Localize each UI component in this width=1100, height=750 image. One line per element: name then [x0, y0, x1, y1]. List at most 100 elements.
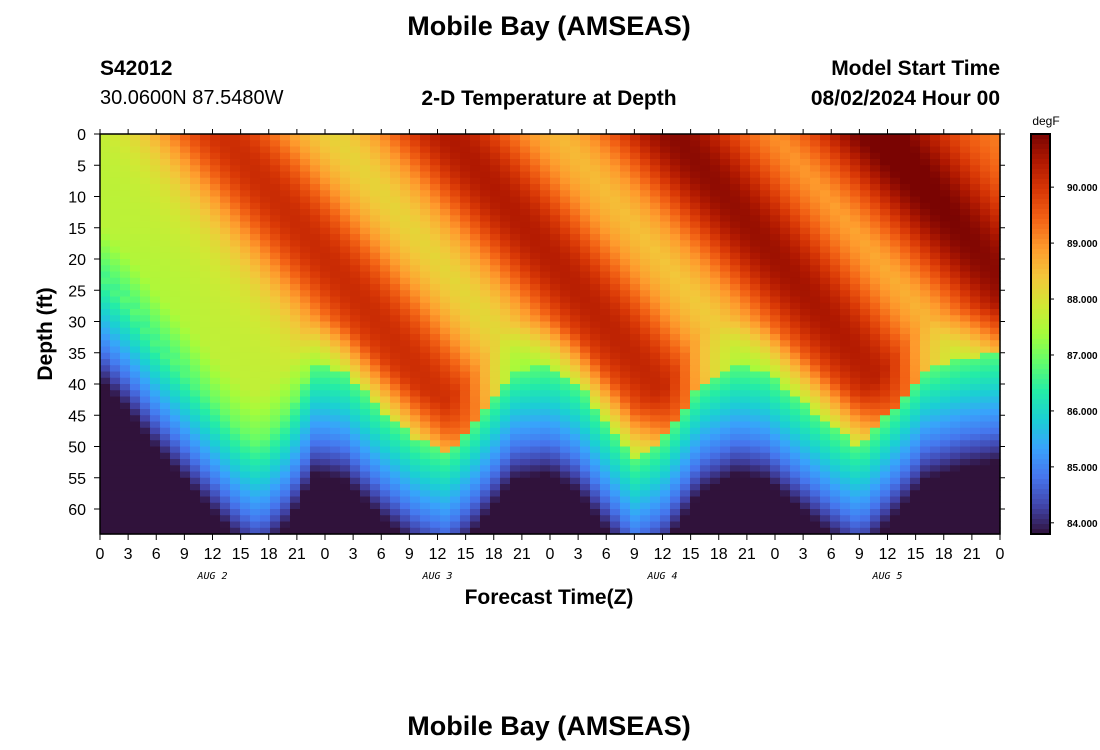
heatmap-cell	[720, 459, 731, 466]
heatmap-cell	[440, 296, 451, 304]
heatmap-cell	[150, 384, 161, 391]
heatmap-cell	[580, 315, 591, 323]
heatmap-cell	[810, 396, 821, 404]
heatmap-cell	[110, 184, 121, 191]
heatmap-cell	[270, 271, 281, 279]
heatmap-cell	[240, 346, 251, 354]
heatmap-cell	[730, 421, 741, 429]
heatmap-cell	[750, 434, 761, 441]
heatmap-cell	[600, 446, 611, 454]
heatmap-cell	[800, 296, 811, 304]
heatmap-cell	[350, 240, 361, 248]
heatmap-cell	[730, 384, 741, 391]
heatmap-cell	[100, 427, 111, 435]
heatmap-cell	[570, 309, 581, 316]
heatmap-cell	[340, 446, 351, 454]
heatmap-cell	[780, 359, 791, 366]
heatmap-cell	[460, 152, 471, 160]
heatmap-cell	[370, 446, 381, 454]
heatmap-cell	[330, 434, 341, 441]
heatmap-cell	[410, 190, 421, 198]
heatmap-cell	[110, 340, 121, 348]
heatmap-cell	[500, 471, 511, 479]
heatmap-cell	[340, 302, 351, 310]
heatmap-cell	[840, 396, 851, 404]
heatmap-cell	[170, 234, 181, 241]
heatmap-cell	[640, 177, 651, 185]
heatmap-cell	[350, 459, 361, 466]
heatmap-cell	[190, 246, 201, 254]
heatmap-cell	[480, 184, 491, 191]
heatmap-cell	[250, 315, 261, 323]
heatmap-cell	[980, 359, 991, 366]
heatmap-cell	[910, 140, 921, 148]
heatmap-cell	[270, 327, 281, 335]
heatmap-cell	[340, 346, 351, 354]
heatmap-cell	[380, 477, 391, 485]
heatmap-cell	[290, 427, 301, 435]
heatmap-cell	[810, 409, 821, 416]
heatmap-cell	[890, 146, 901, 154]
heatmap-cell	[890, 471, 901, 479]
heatmap-cell	[200, 340, 211, 348]
heatmap-cell	[590, 459, 601, 466]
heatmap-cell	[960, 159, 971, 166]
heatmap-cell	[140, 340, 151, 348]
heatmap-cell	[580, 177, 591, 185]
heatmap-cell	[840, 352, 851, 360]
heatmap-cell	[160, 227, 171, 235]
heatmap-cell	[590, 271, 601, 279]
heatmap-cell	[170, 296, 181, 304]
heatmap-cell	[810, 227, 821, 235]
heatmap-cell	[310, 340, 321, 348]
heatmap-cell	[940, 271, 951, 279]
heatmap-cell	[100, 415, 111, 423]
heatmap-cell	[610, 415, 621, 423]
heatmap-cell	[480, 471, 491, 479]
heatmap-cell	[210, 377, 221, 385]
heatmap-cell	[880, 309, 891, 316]
heatmap-cell	[150, 171, 161, 179]
heatmap-cell	[900, 234, 911, 241]
heatmap-cell	[690, 446, 701, 454]
heatmap-cell	[970, 227, 981, 235]
heatmap-cell	[480, 134, 491, 141]
heatmap-cell	[680, 171, 691, 179]
heatmap-cell	[530, 327, 541, 335]
heatmap-cell	[610, 184, 621, 191]
heatmap-cell	[610, 221, 621, 229]
heatmap-cell	[930, 396, 941, 404]
heatmap-cell	[410, 396, 421, 404]
heatmap-cell	[520, 227, 531, 235]
heatmap-cell	[650, 409, 661, 416]
heatmap-cell	[350, 252, 361, 260]
heatmap-cell	[250, 265, 261, 273]
heatmap-cell	[120, 421, 131, 429]
heatmap-cell	[800, 327, 811, 335]
heatmap-cell	[740, 140, 751, 148]
heatmap-cell	[110, 365, 121, 373]
heatmap-cell	[440, 440, 451, 448]
heatmap-cell	[380, 196, 391, 204]
heatmap-cell	[550, 165, 561, 173]
heatmap-cell	[380, 209, 391, 216]
heatmap-cell	[670, 152, 681, 160]
heatmap-cell	[780, 209, 791, 216]
heatmap-cell	[690, 396, 701, 404]
heatmap-cell	[350, 452, 361, 460]
heatmap-cell	[960, 296, 971, 304]
heatmap-cell	[140, 459, 151, 466]
heatmap-cell	[440, 277, 451, 285]
heatmap-cell	[570, 227, 581, 235]
heatmap-cell	[780, 440, 791, 448]
heatmap-cell	[150, 359, 161, 366]
heatmap-cell	[800, 159, 811, 166]
heatmap-cell	[270, 334, 281, 341]
heatmap-cell	[280, 346, 291, 354]
heatmap-cell	[280, 171, 291, 179]
heatmap-cell	[360, 309, 371, 316]
heatmap-cell	[230, 221, 241, 229]
heatmap-cell	[580, 471, 591, 479]
heatmap-cell	[320, 152, 331, 160]
heatmap-cell	[790, 309, 801, 316]
